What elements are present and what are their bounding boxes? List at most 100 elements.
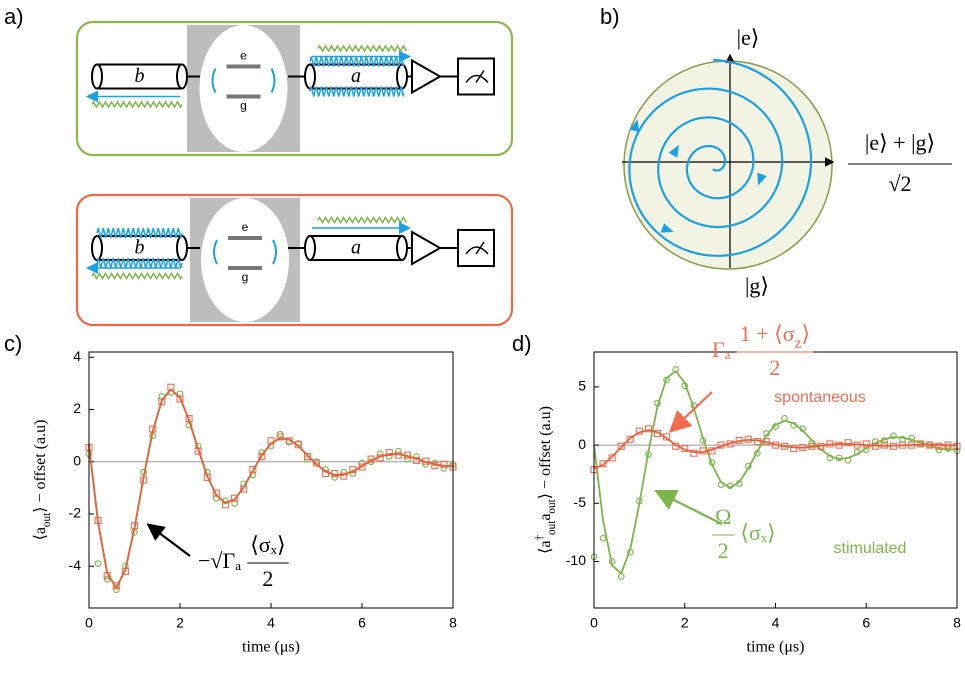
junction-window: [201, 198, 289, 322]
blue-wave: [96, 227, 183, 239]
data-square: [626, 435, 634, 443]
data-square: [790, 445, 798, 453]
state-label: √2: [888, 171, 911, 196]
blue-wave: [96, 257, 183, 269]
data-square: [608, 454, 616, 462]
mode-label: a: [351, 237, 361, 259]
data-square: [176, 395, 184, 403]
detector-dial: [465, 241, 489, 255]
level-label: e: [242, 220, 249, 234]
data-circle: [890, 432, 897, 440]
mode-label: b: [135, 237, 145, 259]
detector: [457, 57, 495, 96]
text-part: ⟨a: [537, 541, 554, 554]
annotation-arrow: [146, 523, 191, 557]
mode-box: [75, 193, 514, 327]
green-wave: [317, 216, 408, 224]
direction-arrow: [757, 172, 767, 186]
green-wave: [91, 272, 183, 280]
data-circle: [94, 560, 102, 567]
text-part: ⟩ − offset (a.u): [537, 406, 554, 499]
panel-label: d): [512, 331, 532, 356]
x-tick-label: 2: [176, 615, 184, 631]
y-tick-label: -2: [69, 505, 82, 521]
x-tick-label: 4: [772, 615, 780, 631]
data-square: [340, 472, 348, 480]
coupling: [213, 239, 277, 265]
text-part: ⟨σₓ⟩: [250, 532, 285, 557]
data-square: [312, 459, 321, 467]
y-tick-label: 2: [73, 400, 81, 416]
data-square: [231, 494, 239, 502]
fit-line: [88, 388, 454, 590]
state-label: |e⟩: [737, 25, 760, 50]
x-axis-label: time (μs): [747, 639, 805, 656]
chart: -4 -2 0 2 4 0 2 4 6 8 time (μs) ⟨aout⟩ − offset (a.…: [32, 348, 457, 656]
plot-frame: [88, 351, 454, 609]
direction-arrow: [629, 119, 640, 133]
level-label: g: [242, 270, 249, 284]
amplifier: [411, 58, 443, 95]
data-square: [644, 425, 653, 433]
data-square: [835, 441, 843, 449]
panel-label: c): [4, 331, 22, 356]
y-tick-label: -5: [574, 494, 587, 510]
spiral-trajectory: [628, 58, 813, 257]
bloch-diagram: |e⟩ |g⟩ |e⟩ + |g⟩ √2: [622, 25, 952, 298]
data-square: [440, 460, 448, 468]
data-circle: [617, 573, 625, 580]
x-tick-label: 8: [953, 615, 961, 631]
text-part: †: [534, 535, 546, 541]
x-tick-label: 6: [358, 615, 366, 631]
x-tick-label: 0: [590, 615, 598, 631]
data-square: [258, 452, 266, 461]
level: [226, 64, 261, 69]
state-label: |e⟩ + |g⟩: [865, 130, 935, 155]
text-part: 1 + ⟨σ: [740, 321, 795, 346]
level: [226, 94, 261, 99]
cavity-body: [97, 63, 182, 90]
data-square: [599, 460, 607, 468]
annotation: stimulated: [834, 540, 907, 557]
cavity-end: [91, 235, 103, 261]
y-tick-label: -10: [566, 552, 586, 568]
cavity-end: [304, 63, 316, 90]
data-circle: [772, 423, 779, 430]
annotation-denominator: 2: [769, 355, 780, 380]
text-part: ⟩ − offset (a.u): [32, 420, 49, 513]
panel-label: b): [600, 4, 620, 29]
level-label: e: [240, 49, 247, 63]
text-part: z: [795, 335, 802, 352]
green-wave: [317, 44, 408, 53]
x-tick-label: 0: [85, 615, 93, 631]
text-part: ⟨a: [32, 527, 49, 540]
data-square: [862, 440, 870, 448]
y-tick-label: 0: [73, 452, 81, 468]
annotation-suffix: ⟨σₓ⟩: [740, 520, 775, 545]
green-wave: [91, 100, 183, 109]
data-square: [690, 449, 698, 457]
y-tick-label: -4: [69, 557, 82, 573]
detector: [457, 229, 495, 267]
data-square: [935, 442, 943, 450]
annotation: spontaneous: [774, 389, 866, 406]
annotation-numerator: 1 + ⟨σz⟩: [740, 321, 810, 352]
level: [228, 266, 262, 270]
level: [228, 236, 262, 240]
detector-dial: [465, 70, 489, 83]
data-square: [844, 439, 852, 447]
mode-box: [75, 20, 514, 157]
y-tick-label: 0: [578, 436, 586, 452]
cavity-end: [176, 63, 188, 90]
data-square: [158, 398, 166, 406]
data-square: [303, 452, 311, 461]
text-part: out: [546, 498, 558, 513]
x-tick-label: 2: [681, 615, 689, 631]
y-tick-label: 4: [73, 348, 81, 364]
junction-window: [199, 25, 288, 152]
y-axis-label: ⟨a†outaout⟩ − offset (a.u): [534, 406, 558, 554]
annotation-denominator: 2: [718, 538, 729, 563]
annotation-denominator: 2: [262, 566, 273, 591]
